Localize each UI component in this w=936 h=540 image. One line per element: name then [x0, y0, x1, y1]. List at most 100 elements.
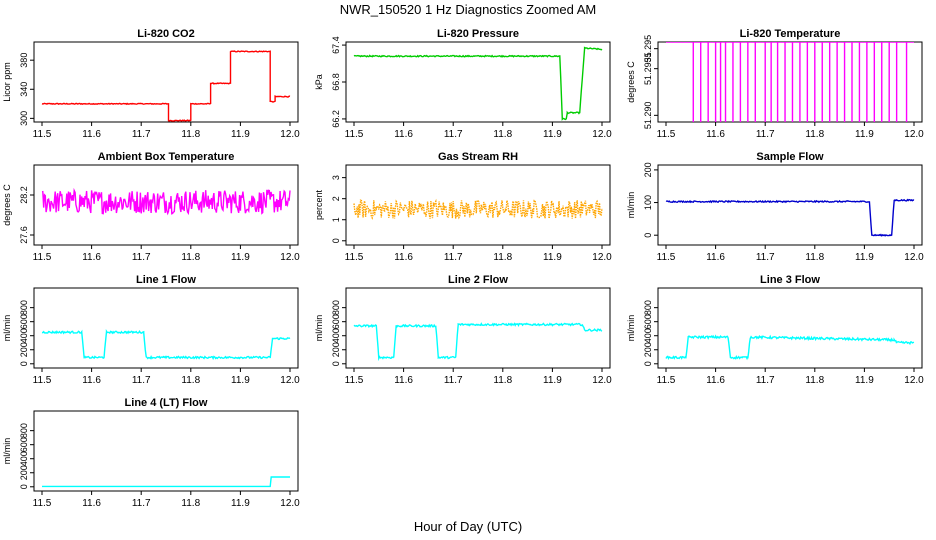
x-tick-label: 11.7 — [132, 498, 151, 509]
panel-title: Line 4 (LT) Flow — [125, 397, 208, 409]
y-axis-label: percent — [314, 189, 324, 220]
x-tick-label: 12.0 — [592, 375, 612, 386]
x-tick-label: 11.8 — [805, 252, 824, 263]
y-tick-label: 27.6 — [19, 226, 29, 244]
y-axis-label: kPa — [314, 74, 324, 90]
series-line — [666, 42, 914, 122]
panel-3: Li-820 Temperature degrees C 11.5 11.6 11.7 1… — [626, 28, 924, 140]
y-axis-label: ml/min — [2, 438, 12, 465]
y-axis-label: ml/min — [626, 315, 636, 342]
x-tick-label: 11.5 — [33, 129, 52, 140]
y-tick-label: 300 — [19, 111, 29, 126]
panel-1: Li-820 CO2 Licor ppm 11.5 11.6 11.7 11.8 11.9 1… — [2, 28, 300, 140]
x-tick-label: 11.5 — [345, 129, 364, 140]
y-tick-label: 800 — [19, 423, 29, 438]
y-tick-label: 800 — [19, 300, 29, 315]
x-tick-label: 11.7 — [132, 252, 151, 263]
x-tick-label: 11.7 — [444, 252, 463, 263]
y-tick-label: 200 — [643, 342, 653, 357]
x-tick-label: 11.7 — [444, 129, 463, 140]
x-tick-label: 12.0 — [592, 129, 612, 140]
x-tick-label: 11.9 — [855, 375, 874, 386]
x-tick-label: 11.9 — [543, 129, 562, 140]
x-tick-label: 12.0 — [904, 252, 924, 263]
x-tick-label: 11.6 — [82, 252, 101, 263]
x-tick-label: 11.9 — [543, 252, 562, 263]
y-tick-label: 0 — [19, 361, 29, 366]
panel-title: Li-820 Pressure — [437, 28, 519, 40]
plot-frame — [657, 287, 923, 369]
panel-2: Li-820 Pressure kPa 11.5 11.6 11.7 11.8 11.9 12… — [314, 28, 612, 140]
series-line — [41, 50, 291, 122]
x-axis-label: Hour of Day (UTC) — [414, 519, 522, 534]
y-axis-label: ml/min — [314, 315, 324, 342]
y-tick-label: 2 — [331, 196, 341, 201]
x-tick-label: 11.5 — [657, 252, 676, 263]
y-tick-label: 600 — [643, 314, 653, 329]
y-tick-label: 400 — [643, 328, 653, 343]
y-tick-label: 400 — [19, 451, 29, 466]
x-tick-label: 11.9 — [231, 252, 250, 263]
y-tick-label: 100 — [643, 195, 653, 210]
x-tick-label: 12.0 — [904, 129, 924, 140]
x-tick-label: 11.9 — [231, 129, 250, 140]
panel-title: Ambient Box Temperature — [98, 151, 235, 163]
y-tick-label: 51.290 — [643, 102, 653, 130]
panels-container: Li-820 CO2 Licor ppm 11.5 11.6 11.7 11.8 11.9 1… — [2, 28, 924, 509]
series-line — [41, 187, 291, 216]
series-line — [665, 334, 915, 361]
x-tick-label: 11.9 — [543, 375, 562, 386]
series-line — [353, 322, 603, 362]
plot-frame — [345, 41, 611, 123]
y-tick-label: 66.8 — [331, 73, 341, 91]
x-tick-label: 11.6 — [82, 498, 101, 509]
panel-title: Line 3 Flow — [760, 274, 820, 286]
series-line — [665, 198, 915, 237]
panel-7: Line 1 Flow ml/min 11.5 11.6 11.7 11.8 11.9 12.… — [2, 274, 300, 386]
panel-5: Gas Stream RH percent 11.5 11.6 11.7 11.8 11.9… — [314, 151, 612, 263]
y-tick-label: 66.2 — [331, 110, 341, 128]
x-tick-label: 11.8 — [493, 375, 512, 386]
y-tick-label: 800 — [331, 300, 341, 315]
panel-title: Li-820 Temperature — [740, 28, 841, 40]
y-tick-label: 1 — [331, 217, 341, 222]
x-tick-label: 11.7 — [132, 129, 151, 140]
x-tick-label: 11.9 — [855, 252, 874, 263]
y-tick-label: 380 — [19, 53, 29, 68]
y-axis-label: degrees C — [2, 184, 12, 226]
y-tick-label: 0 — [331, 361, 341, 366]
x-tick-label: 12.0 — [904, 375, 924, 386]
panel-title: Line 1 Flow — [136, 274, 196, 286]
y-tick-label: 0 — [331, 238, 341, 243]
panel-9: Line 3 Flow ml/min 11.5 11.6 11.7 11.8 11.9 12.… — [626, 274, 924, 386]
y-tick-label: 51.2935 — [643, 52, 653, 85]
x-tick-label: 12.0 — [280, 375, 300, 386]
x-tick-label: 12.0 — [280, 252, 300, 263]
x-tick-label: 11.5 — [345, 375, 364, 386]
series-line — [42, 476, 290, 488]
x-tick-label: 11.5 — [657, 129, 676, 140]
series-line — [41, 328, 291, 361]
y-tick-label: 0 — [643, 361, 653, 366]
y-tick-label: 200 — [19, 465, 29, 480]
x-tick-label: 11.5 — [33, 252, 52, 263]
panel-6: Sample Flow ml/min 11.5 11.6 11.7 11.8 11.9 12.… — [626, 151, 924, 263]
x-tick-label: 11.6 — [394, 252, 413, 263]
y-tick-label: 400 — [331, 328, 341, 343]
x-tick-label: 11.9 — [231, 498, 250, 509]
x-tick-label: 11.7 — [444, 375, 463, 386]
panel-title: Sample Flow — [756, 151, 824, 163]
x-tick-label: 11.5 — [345, 252, 364, 263]
y-tick-label: 200 — [19, 342, 29, 357]
y-tick-label: 200 — [331, 342, 341, 357]
y-tick-label: 28.2 — [19, 186, 29, 204]
x-tick-label: 11.6 — [706, 129, 725, 140]
plot-frame — [33, 164, 299, 246]
y-tick-label: 51.295 — [643, 35, 653, 63]
plot-frame — [345, 287, 611, 369]
panel-title: Gas Stream RH — [438, 151, 518, 163]
x-tick-label: 11.7 — [756, 129, 775, 140]
panel-4: Ambient Box Temperature degrees C 11.5 11.6… — [2, 151, 300, 263]
x-tick-label: 11.6 — [394, 375, 413, 386]
x-tick-label: 11.8 — [181, 129, 200, 140]
